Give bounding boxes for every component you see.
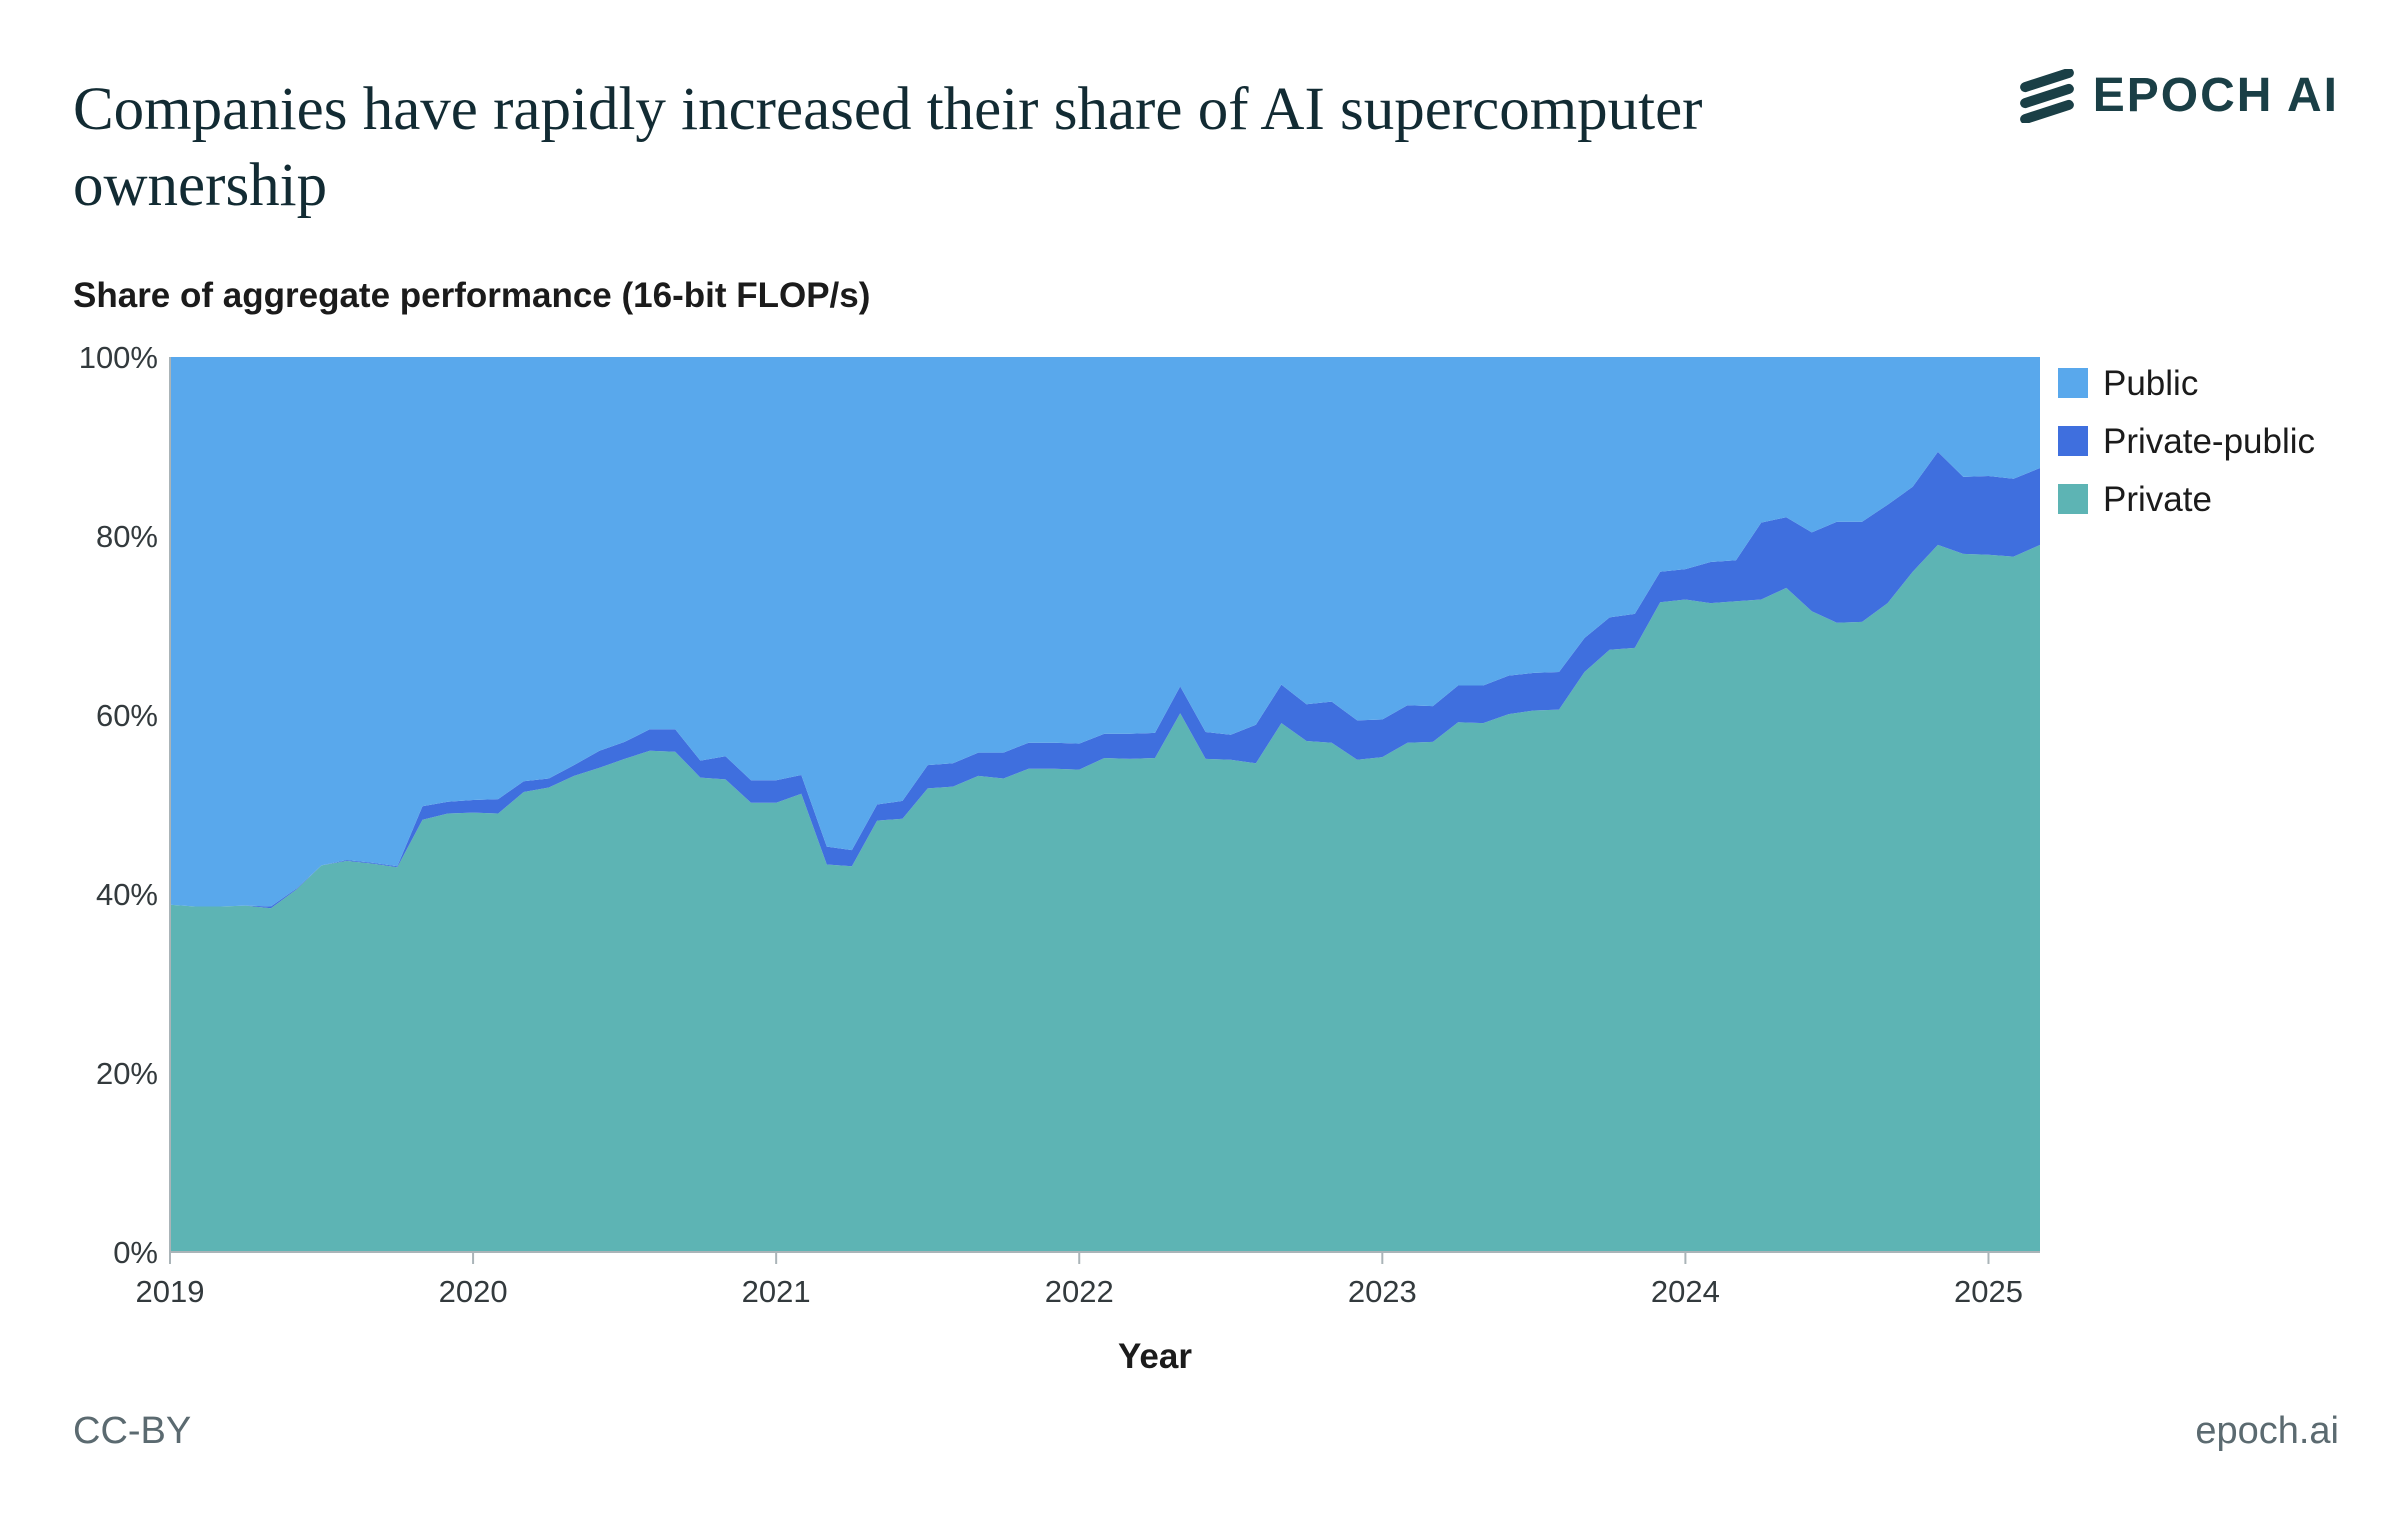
license-label: CC-BY <box>73 1410 192 1452</box>
x-tick-label: 2020 <box>439 1274 508 1309</box>
legend-item-private-public[interactable]: Private-public <box>2058 422 2315 461</box>
legend-swatch <box>2058 368 2088 398</box>
area-private <box>170 544 2040 1252</box>
epoch-logo-icon <box>2019 68 2074 123</box>
x-tick-label: 2025 <box>1954 1274 2023 1309</box>
legend-item-private[interactable]: Private <box>2058 480 2212 519</box>
legend-label: Private <box>2103 480 2212 519</box>
y-tick-label: 80% <box>96 519 158 554</box>
legend-item-public[interactable]: Public <box>2058 364 2198 403</box>
epoch-logo[interactable]: EPOCH AI <box>2017 68 2339 123</box>
legend-swatch <box>2058 426 2088 456</box>
chart-legend: Public Private-public Private <box>2058 364 2315 519</box>
x-tick-label: 2021 <box>742 1274 811 1309</box>
x-tick-label: 2019 <box>136 1274 205 1309</box>
y-tick-label: 60% <box>96 698 158 733</box>
legend-swatch <box>2058 484 2088 514</box>
chart-axes: 0% 20% 40% 60% 80% 100% 2019 2020 2021 2022 2023 20… <box>79 340 2040 1376</box>
y-tick-label: 100% <box>79 340 158 375</box>
x-tick-label: 2024 <box>1651 1274 1720 1309</box>
logo-text: EPOCH AI <box>2092 69 2339 122</box>
y-tick-label: 0% <box>113 1235 158 1270</box>
legend-label: Public <box>2103 364 2198 403</box>
x-tick-label: 2023 <box>1348 1274 1417 1309</box>
x-tick-label: 2022 <box>1045 1274 1114 1309</box>
y-tick-label: 20% <box>96 1056 158 1091</box>
y-axis-title: Share of aggregate performance (16-bit F… <box>73 276 871 315</box>
legend-label: Private-public <box>2103 422 2315 461</box>
x-axis-title: Year <box>1118 1337 1192 1376</box>
site-link[interactable]: epoch.ai <box>2195 1410 2339 1452</box>
y-tick-label: 40% <box>96 877 158 912</box>
area-public <box>170 357 2040 907</box>
chart-title: Companies have rapidly increased their s… <box>73 76 1703 219</box>
chart-areas <box>170 357 2040 1252</box>
